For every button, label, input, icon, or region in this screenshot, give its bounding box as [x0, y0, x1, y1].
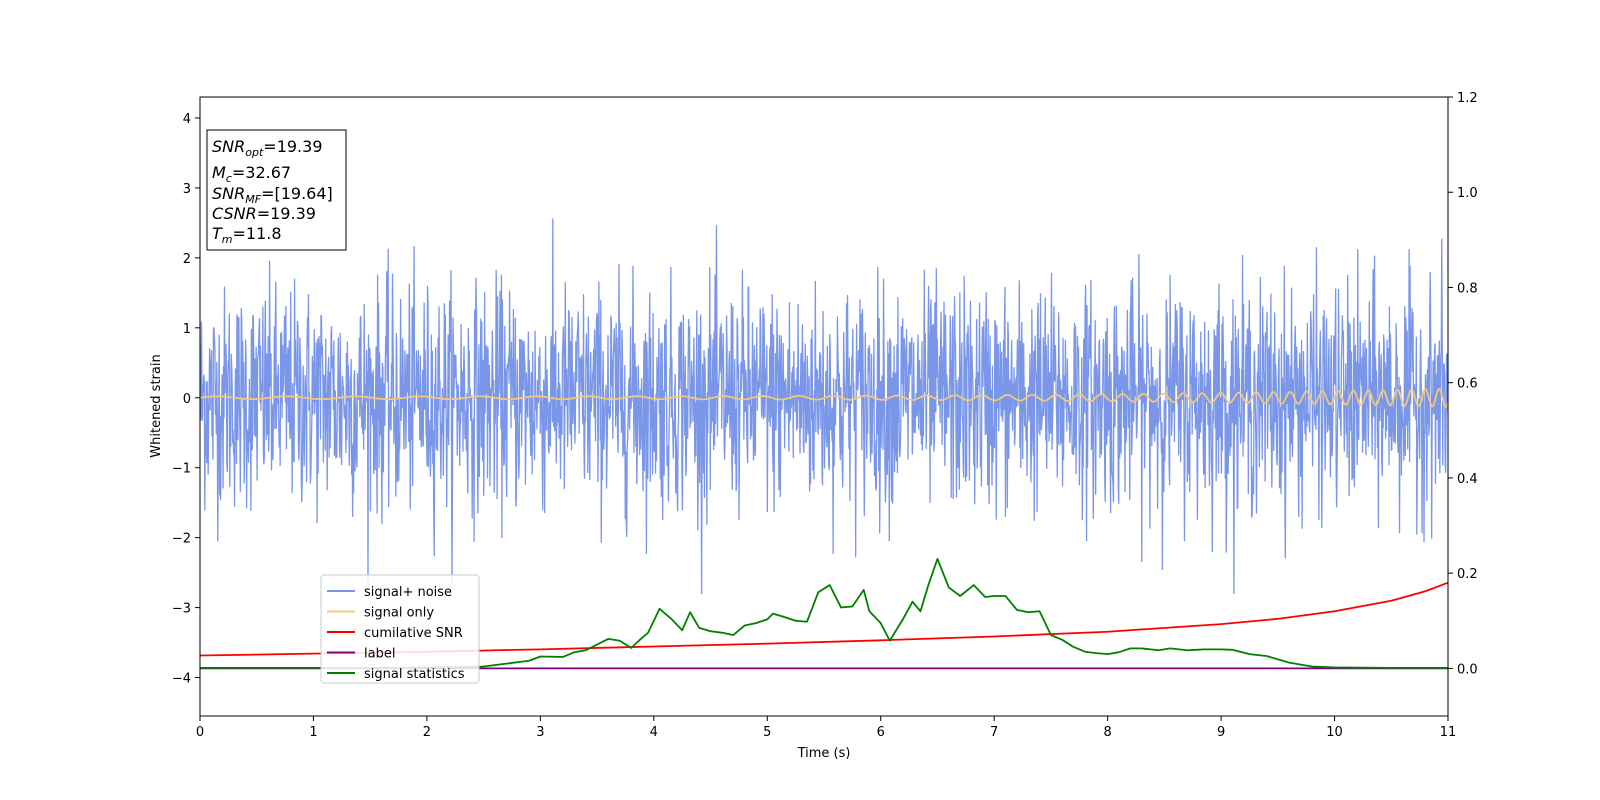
y-right-tick-label: 0.4	[1457, 472, 1478, 487]
y-right-tick-label: 0.8	[1457, 281, 1478, 296]
legend-label: signal+ noise	[364, 585, 452, 600]
x-tick-label: 2	[423, 725, 431, 740]
y-left-tick-label: 1	[183, 322, 191, 337]
x-axis-label: Time (s)	[797, 746, 851, 761]
x-tick-label: 1	[309, 725, 317, 740]
series-line-4	[200, 557, 1448, 669]
y-left-tick-label: −3	[172, 602, 191, 617]
legend-label: label	[364, 647, 395, 662]
legend-label: cumilative SNR	[364, 626, 463, 641]
y-right-tick-label: 0.0	[1457, 662, 1478, 677]
y-axis-left: −4 −3 −2 −1 0 1 2 3 4	[172, 112, 200, 687]
stat-snr-opt: SNRopt=19.39	[212, 137, 323, 159]
x-tick-label: 5	[763, 725, 771, 740]
y-left-tick-label: −1	[172, 462, 191, 477]
y-axis-right: 0.0 0.2 0.4 0.6 0.8 1.0 1.2	[1448, 91, 1478, 677]
stat-snr-mf: SNRMF=[19.64]	[212, 184, 333, 206]
y-axis-label: Whitened strain	[149, 354, 164, 457]
stat-mc: Mc=32.67	[212, 163, 291, 185]
x-tick-label: 3	[536, 725, 544, 740]
x-tick-label: 10	[1326, 725, 1343, 740]
y-right-tick-label: 1.2	[1457, 91, 1478, 106]
y-left-tick-label: 4	[183, 112, 191, 127]
y-right-tick-label: 0.6	[1457, 377, 1478, 392]
series-line-1	[200, 388, 1448, 408]
legend-frame	[320, 574, 480, 684]
plot-area	[199, 96, 1449, 717]
y-left-tick-label: 0	[183, 392, 191, 407]
y-left-tick-label: −4	[172, 672, 191, 687]
y-left-tick-label: 3	[183, 182, 191, 197]
x-tick-label: 11	[1440, 725, 1457, 740]
series-line-0	[200, 218, 1448, 595]
legend: signal+ noise signal only cumilative SNR la…	[320, 574, 480, 684]
y-right-tick-label: 1.0	[1457, 186, 1478, 201]
legend-label: signal statistics	[364, 667, 465, 682]
stat-csnr: CSNR=19.39	[212, 204, 316, 223]
y-right-tick-label: 0.2	[1457, 567, 1478, 582]
x-tick-label: 9	[1217, 725, 1225, 740]
y-left-tick-label: −2	[172, 532, 191, 547]
stat-tm: Tm=11.8	[212, 224, 282, 246]
x-tick-label: 8	[1103, 725, 1111, 740]
x-tick-label: 4	[650, 725, 658, 740]
stats-annotation: SNRopt=19.39 Mc=32.67 SNRMF=[19.64] CSNR…	[206, 129, 347, 251]
x-tick-label: 0	[196, 725, 204, 740]
y-left-tick-label: 2	[183, 252, 191, 267]
x-tick-label: 7	[990, 725, 998, 740]
legend-label: signal only	[364, 606, 434, 621]
x-tick-label: 6	[877, 725, 885, 740]
x-axis: 0 1 2 3 4 5 6 7 8 9 10 11	[196, 716, 1456, 740]
stats-box-frame	[206, 129, 347, 251]
